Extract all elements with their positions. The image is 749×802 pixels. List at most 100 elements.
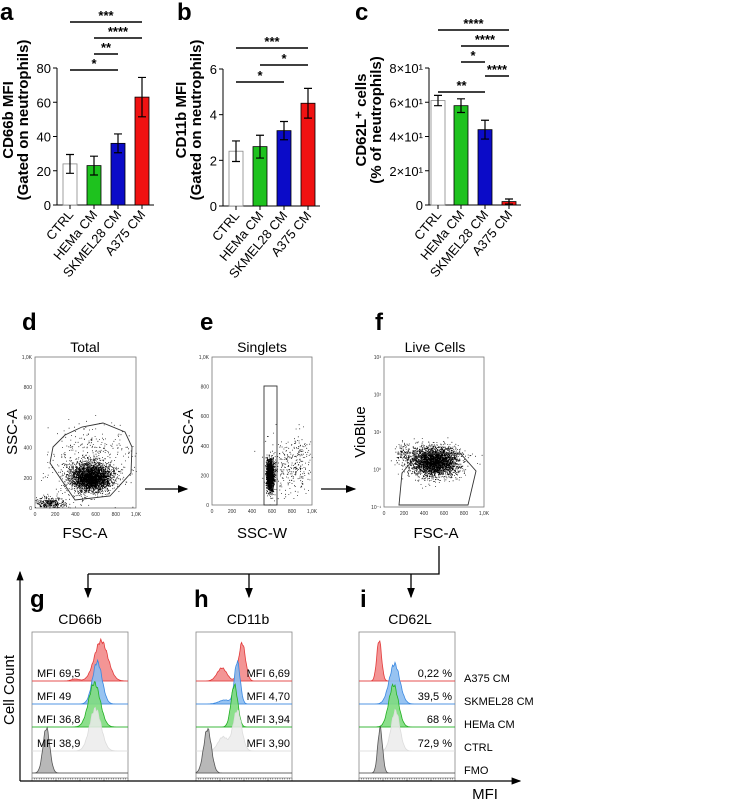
y-tick-label: 2 <box>210 153 217 168</box>
error-bar <box>138 76 146 118</box>
significance-label: * <box>257 68 263 83</box>
y-tick-label: 4×10¹ <box>389 130 423 145</box>
x-tick-label: 400 <box>248 509 257 515</box>
x-tick-label: 200 <box>400 511 409 517</box>
gate <box>263 385 278 506</box>
histogram-value-label: 68 % <box>427 714 452 726</box>
histogram-panel-g: MFI 69,5 MFI 49 MFI 36,8 MFI 38,9 <box>31 631 129 781</box>
significance-label: *** <box>264 34 280 49</box>
x-tick-label: 0 <box>34 512 37 518</box>
y-tick-label: 600 <box>24 415 33 421</box>
histogram-hema <box>359 683 455 728</box>
legend-fmo: FMO <box>464 765 489 777</box>
y-tick-label: 6×10¹ <box>389 95 423 110</box>
bar-skmel28-cm <box>477 129 493 206</box>
histogram-hema <box>32 681 128 728</box>
y-tick-label: 60 <box>37 95 51 110</box>
histogram-value-label: MFI 36,8 <box>37 714 80 726</box>
y-tick-label: 600 <box>201 414 210 420</box>
histogram-value-label: MFI 38,9 <box>37 738 80 750</box>
gating-connector <box>84 546 440 599</box>
error-bar <box>114 133 122 154</box>
y-tick-label: 10⁰ <box>373 468 381 474</box>
x-tick-label: 0 <box>383 511 386 517</box>
panel-label-a: a <box>0 0 14 26</box>
error-bar <box>232 140 240 163</box>
y-tick-label: 0 <box>206 503 209 509</box>
plot-d-xlabel: FSC-A <box>63 525 108 542</box>
error-bar <box>280 120 288 141</box>
histogram-fmo <box>195 727 292 774</box>
error-bar <box>90 155 98 176</box>
y-tick-label: 40 <box>37 130 51 145</box>
histogram-value-label: 0,22 % <box>418 668 452 680</box>
error-bar <box>66 153 74 174</box>
x-tick-label: 0 <box>211 509 214 515</box>
scatter-plot-e: 0 200 400 600 800 1,0K 0 200 400 600 800 1,0K <box>199 355 318 515</box>
histogram-panel-i: 0,22 % 39,5 % 68 % 72,9 % <box>358 631 456 781</box>
y-tick-label: 0 <box>44 198 51 213</box>
plot-frame <box>211 356 313 506</box>
histogram-value-label: 39,5 % <box>418 691 452 703</box>
plot-e-xlabel: SSC-W <box>237 525 288 542</box>
plot-e-ylabel: SSC-A <box>180 409 197 455</box>
panel-label-h: h <box>194 586 209 613</box>
y-tick-label: 0 <box>416 198 423 213</box>
bar-skmel28-cm <box>276 130 292 207</box>
y-tick-label: 6 <box>210 62 217 77</box>
y-tick-label: 200 <box>201 473 210 479</box>
histogram-value-label: MFI 6,69 <box>247 668 290 680</box>
histogram-panel-h: MFI 6,69 MFI 4,70 MFI 3,94 MFI 3,90 <box>195 631 293 781</box>
histogram-value-label: MFI 69,5 <box>37 668 80 680</box>
significance-label: **** <box>487 62 508 77</box>
plot-frame <box>34 356 137 509</box>
plot-f-ylabel: VioBlue <box>352 406 369 457</box>
y-tick-label: 400 <box>24 446 33 452</box>
error-bar <box>505 198 513 205</box>
significance-label: ** <box>456 78 467 93</box>
histogram-skmel28 <box>196 659 292 705</box>
y-tick-label: 800 <box>201 385 210 391</box>
y-tick-label: 1,0K <box>22 355 33 361</box>
histogram-value-label: MFI 3,94 <box>247 714 290 726</box>
significance-label: **** <box>475 32 496 47</box>
x-tick-label: 600 <box>268 509 277 515</box>
y-tick-label: 4 <box>210 108 217 123</box>
bar-hema-cm <box>453 105 469 206</box>
x-tick-label: 400 <box>420 511 429 517</box>
legend-hema: HEMa CM <box>464 719 515 731</box>
histogram-value-label: MFI 3,90 <box>247 738 290 750</box>
x-tick-label: 400 <box>71 512 80 518</box>
chart-a-ylabel-1: CD66b MFI <box>0 81 17 159</box>
x-tick-label: 1,0K <box>479 511 490 517</box>
x-tick-label: 800 <box>460 511 469 517</box>
hist-i-title: CD62L <box>388 611 432 627</box>
plot-f-xlabel: FSC-A <box>414 525 459 542</box>
chart-a-ylabel-2: (Gated on neutrophils) <box>15 40 32 201</box>
histogram-fmo <box>32 726 128 774</box>
hist-g-title: CD66b <box>58 611 102 627</box>
legend-ctrl: CTRL <box>464 742 493 754</box>
events <box>35 415 137 509</box>
histogram-skmel28 <box>359 661 455 705</box>
x-tick-label: 600 <box>440 511 449 517</box>
x-tick-label: 800 <box>288 509 297 515</box>
gate <box>398 452 477 506</box>
gate <box>49 422 133 501</box>
histogram-value-label: MFI 4,70 <box>247 691 290 703</box>
y-tick-label: 20 <box>37 164 51 179</box>
y-tick-label: 0 <box>210 199 217 214</box>
error-bar <box>304 87 312 119</box>
histogram-a375 <box>196 641 292 682</box>
plot-f-title: Live Cells <box>405 339 466 355</box>
y-tick-label: 2×10¹ <box>389 164 423 179</box>
significance-label: * <box>281 51 287 66</box>
error-bar <box>434 94 442 107</box>
y-tick-label: 800 <box>24 385 33 391</box>
histogram-value-label: MFI 49 <box>37 691 71 703</box>
panel-label-e: e <box>200 309 213 336</box>
histogram-skmel28 <box>32 658 128 705</box>
